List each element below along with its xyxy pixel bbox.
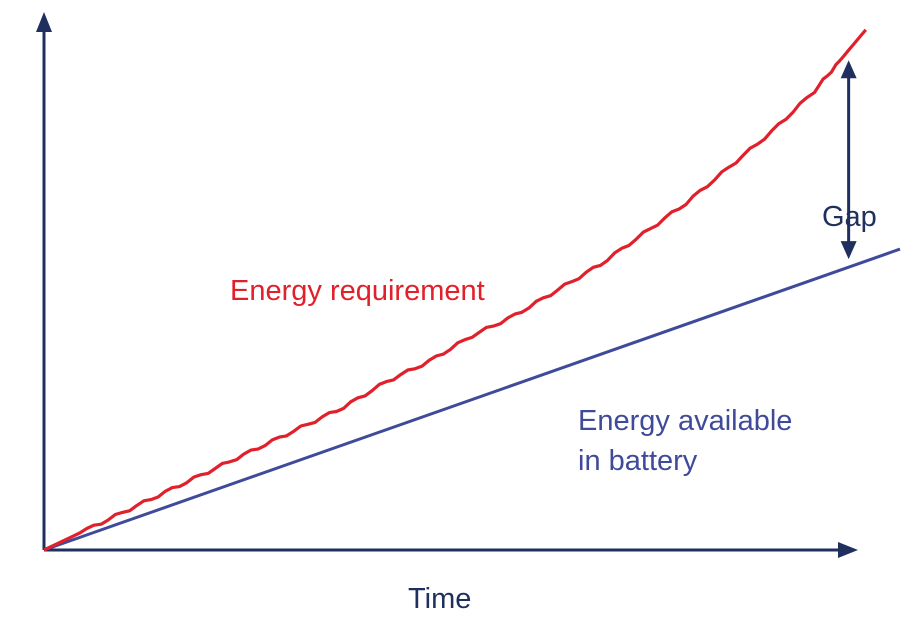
x-axis-arrow-icon bbox=[838, 542, 858, 558]
series-label-energy-requirement: Energy requirement bbox=[230, 275, 485, 307]
gap-arrow bbox=[840, 60, 857, 260]
gap-label: Gap bbox=[822, 201, 877, 233]
series-label-battery-line1: Energy available bbox=[578, 405, 792, 437]
x-axis-label: Time bbox=[408, 583, 471, 615]
y-axis-arrow-icon bbox=[36, 12, 52, 32]
series-label-battery-line2: in battery bbox=[578, 445, 698, 477]
gap-arrow-down-icon bbox=[840, 241, 857, 260]
gap-arrow-up-icon bbox=[840, 60, 857, 79]
series-line-energy-available-in-battery bbox=[43, 247, 901, 552]
series-line-energy-requirement bbox=[43, 28, 868, 552]
